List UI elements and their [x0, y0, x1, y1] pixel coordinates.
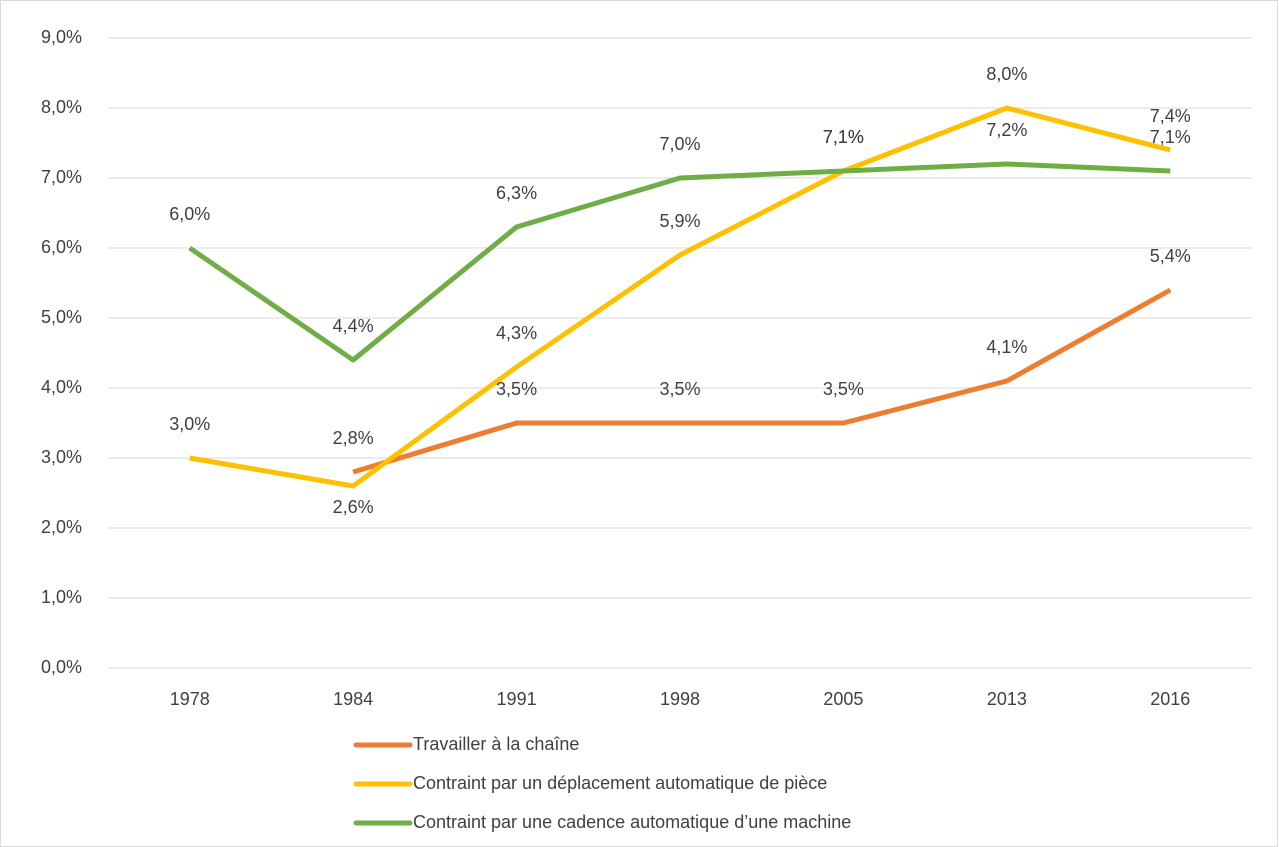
series-line [189, 105, 1171, 489]
series-line [188, 161, 1171, 363]
x-tick-label: 1998 [660, 689, 700, 709]
data-label: 7,1% [823, 127, 864, 147]
y-tick-label: 9,0% [41, 27, 82, 47]
data-label: 3,5% [496, 379, 537, 399]
y-tick-label: 2,0% [41, 517, 82, 537]
series-line [352, 287, 1172, 475]
data-label: 6,0% [169, 204, 210, 224]
data-label: 5,9% [659, 211, 700, 231]
x-tick-label: 2016 [1150, 689, 1190, 709]
data-label: 3,0% [169, 414, 210, 434]
data-label: 8,0% [986, 64, 1027, 84]
y-tick-label: 6,0% [41, 237, 82, 257]
data-label: 7,4% [1150, 106, 1191, 126]
data-label: 7,0% [659, 134, 700, 154]
x-tick-label: 1984 [333, 689, 373, 709]
data-label: 4,3% [496, 323, 537, 343]
y-tick-label: 1,0% [41, 587, 82, 607]
data-label: 3,5% [823, 379, 864, 399]
x-tick-label: 2013 [987, 689, 1027, 709]
x-tick-label: 1978 [170, 689, 210, 709]
data-label: 7,1% [1150, 127, 1191, 147]
x-tick-label: 1991 [497, 689, 537, 709]
data-label: 2,6% [333, 497, 374, 517]
data-label: 7,1% [823, 127, 864, 147]
data-label: 2,8% [333, 428, 374, 448]
data-label: 7,2% [986, 120, 1027, 140]
data-label: 5,4% [1150, 246, 1191, 266]
y-tick-label: 0,0% [41, 657, 82, 677]
y-tick-label: 8,0% [41, 97, 82, 117]
legend-label: Contraint par un déplacement automatique… [413, 773, 827, 793]
legend-label: Contraint par une cadence automatique d’… [413, 812, 851, 832]
y-tick-label: 4,0% [41, 377, 82, 397]
data-label: 4,4% [333, 316, 374, 336]
data-label: 6,3% [496, 183, 537, 203]
y-tick-label: 5,0% [41, 307, 82, 327]
data-label: 3,5% [659, 379, 700, 399]
legend-label: Travailler à la chaîne [413, 734, 579, 754]
data-label: 4,1% [986, 337, 1027, 357]
x-tick-label: 2005 [823, 689, 863, 709]
y-tick-label: 7,0% [41, 167, 82, 187]
y-tick-label: 3,0% [41, 447, 82, 467]
